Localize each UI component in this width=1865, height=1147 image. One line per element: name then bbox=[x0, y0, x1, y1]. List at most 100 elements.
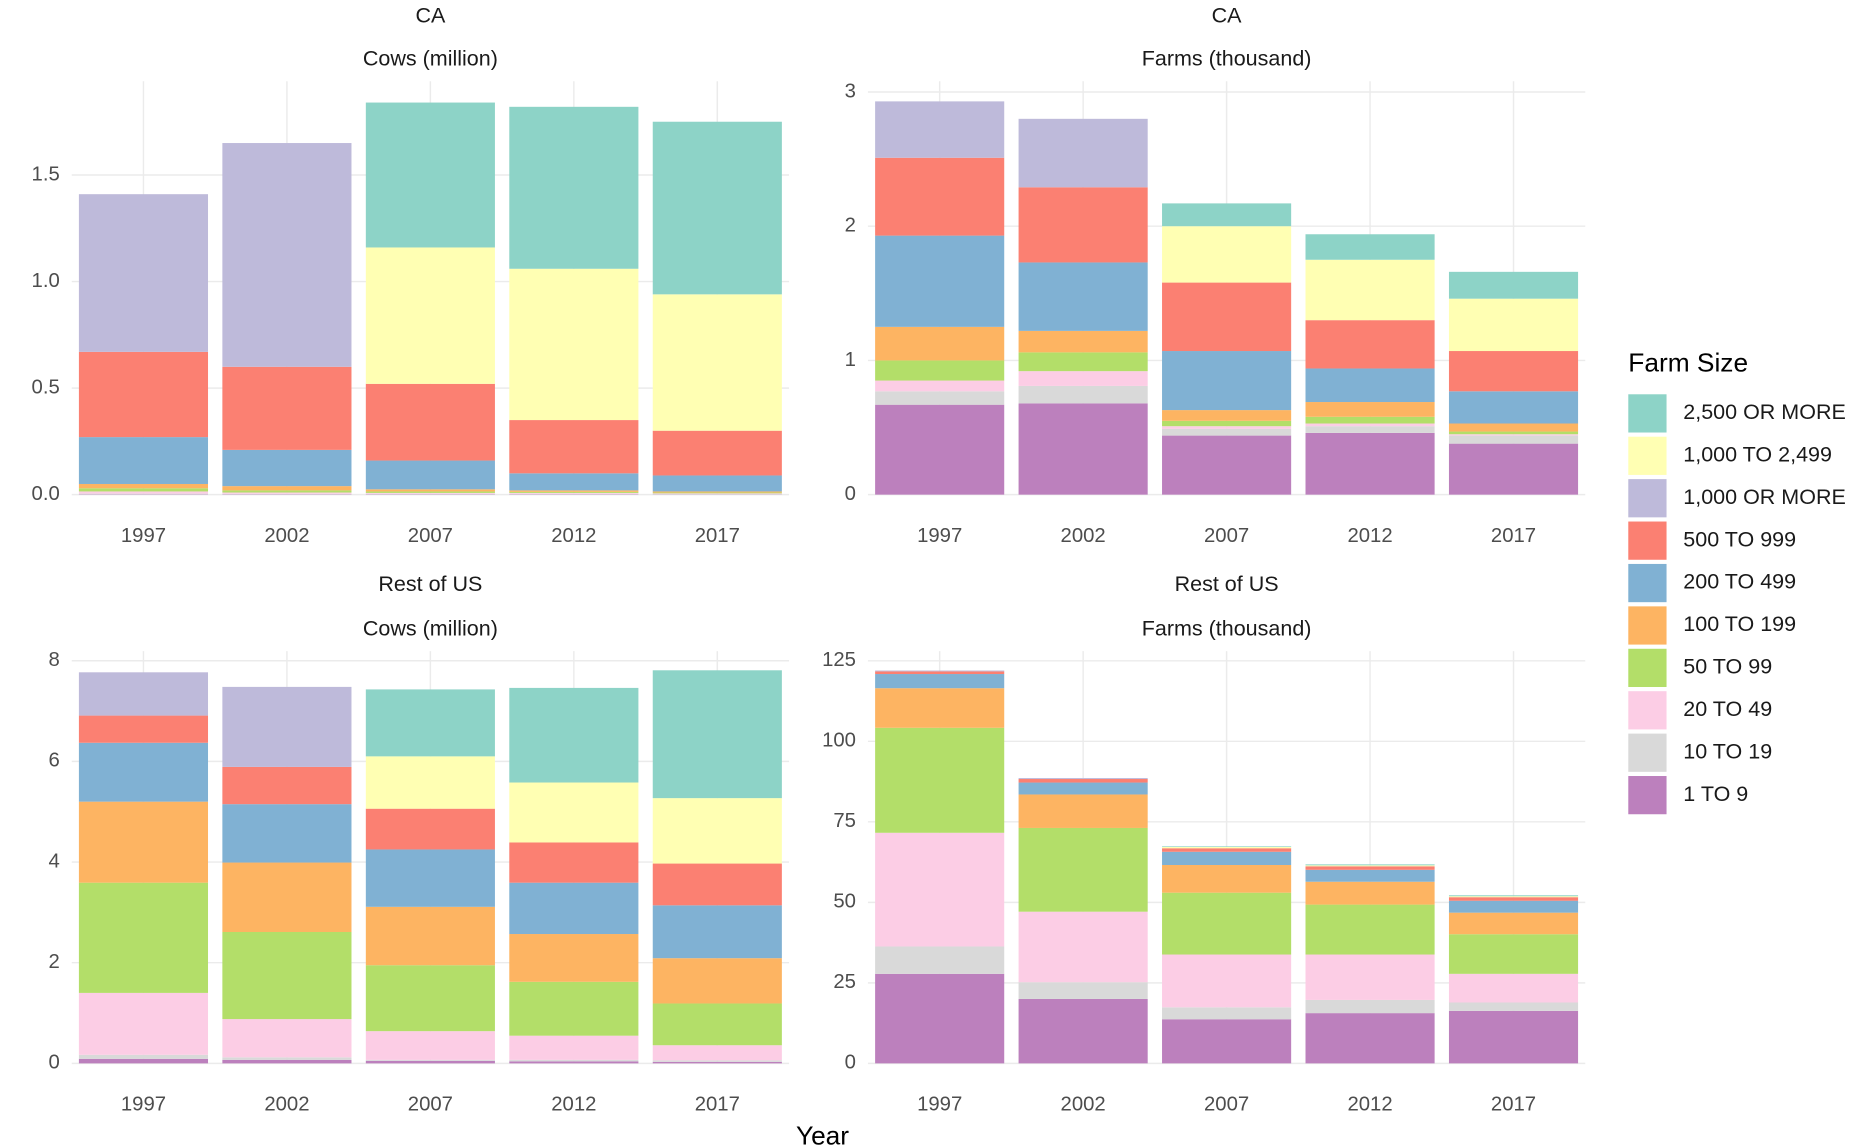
bar-segment bbox=[652, 958, 782, 1004]
bar-segment bbox=[1018, 982, 1148, 999]
bar-segment bbox=[365, 102, 495, 248]
bar-segment bbox=[652, 493, 782, 495]
bar-segment bbox=[509, 1059, 639, 1062]
x-axis-label: Year bbox=[796, 1120, 849, 1147]
bar-segment bbox=[78, 194, 209, 352]
bar-segment bbox=[78, 437, 209, 484]
bar-segment bbox=[222, 366, 352, 450]
bar-segment bbox=[1018, 371, 1148, 386]
bar-segment bbox=[509, 473, 639, 491]
bar-segment bbox=[1018, 998, 1148, 1064]
bar-segment bbox=[509, 492, 639, 494]
bar-segment bbox=[1018, 778, 1148, 780]
x-tick-label: 2002 bbox=[1061, 1094, 1106, 1116]
bar-segment bbox=[875, 391, 1005, 405]
bar-segment bbox=[1305, 881, 1435, 905]
panel-title: Rest of US bbox=[1175, 572, 1279, 596]
bar-segment bbox=[652, 798, 782, 864]
bar-segment bbox=[222, 1059, 352, 1064]
bar-segment bbox=[365, 460, 495, 490]
bar-segment bbox=[78, 801, 209, 883]
bar-segment bbox=[78, 493, 209, 495]
bar-segment bbox=[1305, 865, 1435, 867]
bar-segment bbox=[1448, 298, 1579, 352]
bar-segment bbox=[78, 1058, 209, 1064]
panel-subtitle: Cows (million) bbox=[363, 616, 498, 640]
bar-segment bbox=[1448, 423, 1579, 432]
bar-segment bbox=[1018, 911, 1148, 983]
bar-segment bbox=[1018, 782, 1148, 795]
bar-segment bbox=[509, 782, 639, 843]
x-tick-label: 2012 bbox=[551, 525, 596, 547]
bar-segment bbox=[365, 1060, 495, 1064]
bar-segment bbox=[1448, 431, 1579, 435]
bar-segment bbox=[1305, 416, 1435, 424]
bar-segment bbox=[875, 360, 1005, 381]
bar-segment bbox=[1305, 864, 1435, 866]
bar-segment bbox=[875, 101, 1005, 158]
x-tick-label: 2002 bbox=[1061, 525, 1106, 547]
bar-segment bbox=[652, 1003, 782, 1046]
bar-segment bbox=[1018, 385, 1148, 404]
bar-segment bbox=[652, 491, 782, 493]
x-tick-label: 2002 bbox=[264, 525, 309, 547]
y-tick-label: 2 bbox=[48, 951, 59, 973]
bar-segment bbox=[78, 491, 209, 494]
bar-segment bbox=[1448, 973, 1579, 1003]
bar-segment bbox=[78, 715, 209, 743]
bar-segment bbox=[875, 326, 1005, 361]
bar-segment bbox=[222, 862, 352, 933]
bar-segment bbox=[1448, 1010, 1579, 1064]
bar-segment bbox=[509, 1035, 639, 1060]
x-tick-label: 2012 bbox=[1347, 525, 1392, 547]
x-tick-label: 1997 bbox=[917, 525, 962, 547]
bar-segment bbox=[875, 973, 1005, 1064]
legend-swatch bbox=[1628, 776, 1667, 815]
bar-segment bbox=[78, 1054, 209, 1059]
bar-segment bbox=[365, 492, 495, 494]
y-tick-label: 50 bbox=[833, 891, 856, 913]
legend-label: 2,500 OR MORE bbox=[1683, 400, 1846, 424]
bar-segment bbox=[1448, 434, 1579, 436]
legend-title: Farm Size bbox=[1628, 347, 1748, 377]
bar-segment bbox=[1305, 1013, 1435, 1064]
bar-segment bbox=[509, 106, 639, 269]
bar-segment bbox=[78, 672, 209, 716]
bar-segment bbox=[365, 489, 495, 492]
legend-label: 500 TO 999 bbox=[1683, 527, 1796, 551]
bar-segment bbox=[1162, 420, 1292, 427]
legend-swatch bbox=[1628, 394, 1667, 433]
bar-segment bbox=[222, 1019, 352, 1058]
panel-title: CA bbox=[415, 3, 446, 27]
x-tick-label: 2007 bbox=[1204, 1094, 1249, 1116]
legend-swatch bbox=[1628, 733, 1667, 772]
y-tick-label: 2 bbox=[845, 215, 856, 237]
x-tick-label: 2017 bbox=[695, 525, 740, 547]
bar-segment bbox=[875, 380, 1005, 392]
bar-segment bbox=[1162, 351, 1292, 411]
y-tick-label: 100 bbox=[822, 730, 856, 752]
legend-swatch bbox=[1628, 563, 1667, 603]
bar-segment bbox=[1162, 846, 1292, 847]
bar-segment bbox=[1448, 934, 1579, 974]
legend-label: 1 TO 9 bbox=[1683, 782, 1748, 806]
x-tick-label: 2007 bbox=[408, 1094, 453, 1116]
legend-label: 20 TO 49 bbox=[1683, 697, 1772, 721]
bar-segment bbox=[1018, 187, 1148, 263]
x-tick-label: 1997 bbox=[121, 1094, 166, 1116]
y-tick-label: 0.0 bbox=[32, 483, 60, 505]
bar-segment bbox=[875, 946, 1005, 974]
y-tick-label: 75 bbox=[833, 810, 856, 832]
bar-segment bbox=[222, 932, 352, 1020]
panel-title: CA bbox=[1212, 3, 1243, 27]
y-tick-label: 0 bbox=[845, 483, 856, 505]
legend-label: 1,000 TO 2,499 bbox=[1683, 443, 1832, 467]
bar-segment bbox=[1305, 320, 1435, 369]
bar-segment bbox=[652, 294, 782, 431]
bar-segment bbox=[222, 686, 352, 767]
x-tick-label: 1997 bbox=[917, 1094, 962, 1116]
legend-label: 50 TO 99 bbox=[1683, 655, 1772, 679]
legend-label: 1,000 OR MORE bbox=[1683, 485, 1846, 509]
